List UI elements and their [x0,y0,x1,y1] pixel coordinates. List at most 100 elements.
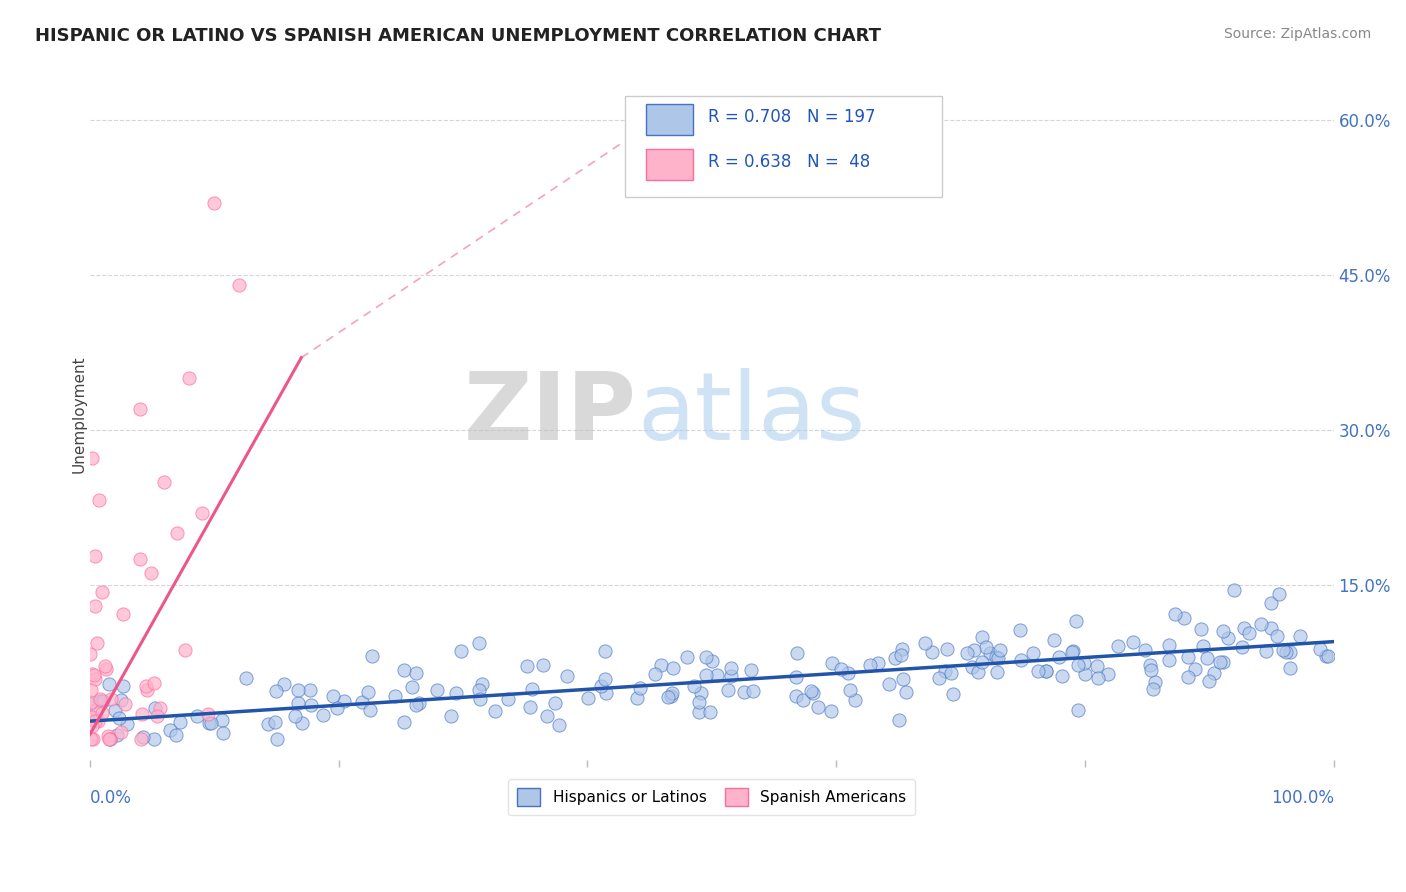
Point [956,646,979,660]
Point [1212,624,1234,639]
Point [165,728,187,742]
Point [471,677,494,691]
Point [838,683,860,698]
Point [228,278,250,293]
Point [688,705,710,719]
Point [450,643,472,657]
Point [936,641,959,656]
Point [80,695,103,709]
Point [1192,639,1215,653]
Point [1177,669,1199,683]
Point [1144,675,1167,690]
Point [80,682,103,697]
FancyBboxPatch shape [645,149,693,180]
Point [1265,629,1288,643]
Point [322,689,344,703]
Point [264,684,287,698]
Point [555,669,578,683]
Point [468,636,491,650]
Y-axis label: Unemployment: Unemployment [72,356,86,474]
Point [548,718,571,732]
Point [988,643,1011,657]
Point [128,402,150,417]
Point [1042,633,1064,648]
Point [83,672,105,686]
Point [266,731,288,746]
Point [1212,655,1234,669]
Point [159,723,181,738]
Point [79,731,101,746]
Point [896,685,918,699]
Point [256,717,278,731]
Point [984,650,1007,665]
Text: HISPANIC OR LATINO VS SPANISH AMERICAN UNEMPLOYMENT CORRELATION CHART: HISPANIC OR LATINO VS SPANISH AMERICAN U… [35,27,882,45]
Point [384,689,406,703]
Point [135,682,157,697]
Point [591,679,613,693]
Point [928,671,950,685]
Text: Source: ZipAtlas.com: Source: ZipAtlas.com [1223,27,1371,41]
Point [1035,664,1057,678]
Point [720,660,742,674]
Point [987,650,1010,665]
Point [484,704,506,718]
Point [890,648,912,663]
Point [91,693,114,707]
Point [1223,582,1246,597]
Point [115,716,138,731]
Point [1074,667,1097,681]
Point [1052,669,1074,683]
Point [100,692,122,706]
Point [1289,629,1312,643]
Point [1085,658,1108,673]
Point [97,731,120,746]
Point [405,666,427,681]
Point [695,667,717,681]
Point [89,692,111,706]
Point [626,691,648,706]
Point [1107,639,1129,653]
Point [89,693,111,707]
Point [98,731,121,746]
Point [661,689,683,703]
Point [114,697,136,711]
Point [100,731,122,746]
Point [110,692,132,706]
Point [284,709,307,723]
Point [1159,653,1181,667]
Point [405,698,427,713]
Point [972,631,994,645]
Point [891,642,914,657]
Point [1022,646,1045,660]
Point [1309,642,1331,657]
Point [1135,643,1157,657]
Point [87,714,110,728]
Point [800,683,823,698]
Point [1260,621,1282,635]
Point [650,657,672,672]
Point [986,665,1008,679]
Point [934,664,956,678]
Point [830,662,852,676]
Point [401,681,423,695]
Point [1026,664,1049,678]
Point [1047,649,1070,664]
Point [792,693,814,707]
Point [179,371,201,385]
Point [169,715,191,730]
Point [688,695,710,709]
Point [202,195,225,210]
Point [785,670,807,684]
Point [963,643,986,657]
Point [1140,663,1163,677]
Point [695,650,717,665]
Point [97,729,120,743]
Point [1198,674,1220,689]
Point [89,493,111,508]
Point [174,642,197,657]
Point [644,666,666,681]
Point [543,696,565,710]
Point [979,646,1001,660]
Point [1142,682,1164,697]
Point [1260,596,1282,610]
